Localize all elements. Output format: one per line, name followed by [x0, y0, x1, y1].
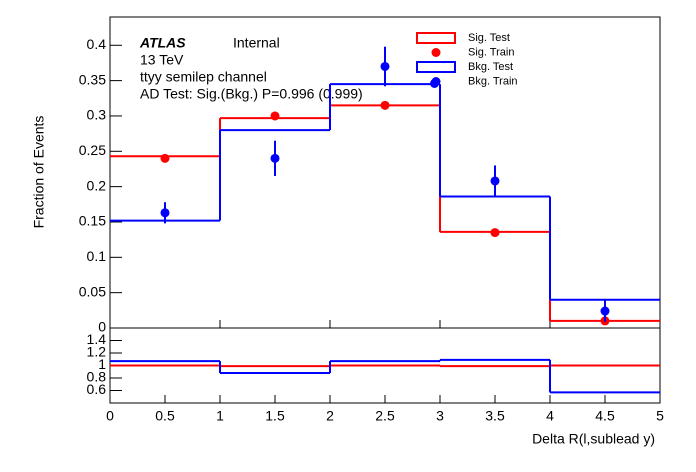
data-point [380, 100, 390, 110]
x-tick-label: 3.5 [485, 408, 505, 424]
legend-label: Bkg. Train [468, 75, 518, 87]
x-axis-label: Delta R(l,sublead y) [532, 431, 655, 447]
energy-label: 13 TeV [140, 52, 184, 68]
legend-label: Bkg. Test [468, 61, 513, 73]
status-label: Internal [233, 35, 280, 51]
x-tick-label: 4 [546, 408, 554, 424]
channel-label: ttyy semilep channel [140, 69, 267, 85]
data-point [160, 153, 170, 163]
data-point [270, 153, 280, 163]
y-axis-label: Fraction of Events [31, 116, 47, 229]
y-tick-label: 0.6 [87, 381, 107, 397]
y-tick-label: 0.35 [79, 71, 106, 87]
x-tick-label: 4.5 [595, 408, 615, 424]
atlas-label: ATLAS [139, 35, 186, 51]
y-tick-label: 0.2 [87, 177, 107, 193]
y-tick-label: 0.1 [87, 248, 107, 264]
x-tick-label: 0.5 [155, 408, 175, 424]
x-tick-label: 3 [436, 408, 444, 424]
data-point [380, 61, 390, 71]
legend-label: Sig. Test [468, 32, 510, 44]
x-tick-label: 5 [656, 408, 664, 424]
y-tick-label: 0.05 [79, 283, 106, 299]
x-tick-label: 2 [326, 408, 334, 424]
x-tick-label: 2.5 [375, 408, 395, 424]
x-tick-label: 1.5 [265, 408, 285, 424]
y-tick-label: 0.4 [87, 36, 107, 52]
data-point [600, 306, 610, 316]
legend-swatch [431, 48, 441, 57]
x-tick-label: 1 [216, 408, 224, 424]
y-tick-label: 0.3 [87, 107, 107, 123]
y-tick-label: 1.4 [87, 331, 107, 347]
annotation: AD Test: Sig.(Bkg.) P=0.996 (0.999) [140, 86, 363, 102]
legend-label: Sig. Train [468, 46, 514, 58]
data-point [270, 111, 280, 121]
data-point [490, 228, 500, 238]
legend-swatch [431, 77, 441, 86]
legend-swatch [416, 32, 456, 44]
x-tick-label: 0 [106, 408, 114, 424]
data-point [490, 176, 500, 186]
y-tick-label: 0 [98, 319, 106, 335]
y-tick-label: 1 [98, 356, 106, 372]
y-tick-label: 0.15 [79, 213, 106, 229]
legend-swatch [416, 61, 456, 73]
y-tick-label: 1.2 [87, 344, 107, 360]
y-tick-label: 0.8 [87, 369, 107, 385]
data-point [160, 208, 170, 218]
y-tick-label: 0.25 [79, 142, 106, 158]
